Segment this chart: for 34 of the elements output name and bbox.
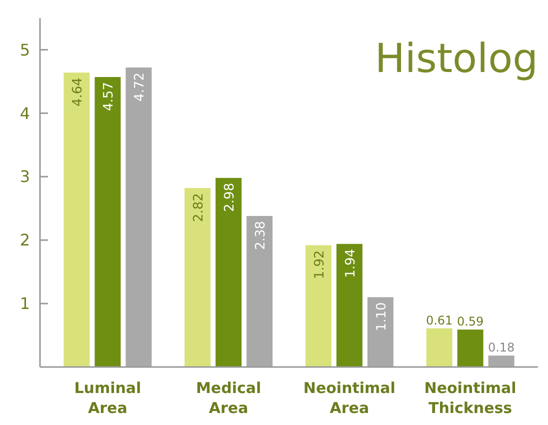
text: Histolog bbox=[374, 36, 538, 82]
y-tick-label: 2 bbox=[20, 230, 30, 250]
bar bbox=[246, 216, 273, 367]
bar bbox=[216, 178, 242, 367]
bar bbox=[305, 245, 332, 367]
bar bbox=[488, 356, 514, 367]
data-label: 1.94 bbox=[343, 248, 358, 278]
bar bbox=[64, 72, 90, 367]
data-label: 2.38 bbox=[254, 220, 269, 250]
y-tick-label: 4 bbox=[20, 104, 30, 123]
y-tick-label: 1 bbox=[20, 294, 30, 314]
x-tick-label: Luminal Area bbox=[74, 379, 142, 417]
data-label: 2.82 bbox=[192, 193, 207, 222]
data-label: 0.59 bbox=[456, 314, 484, 329]
data-label: 4.72 bbox=[132, 72, 148, 102]
bar bbox=[336, 244, 362, 367]
bar bbox=[426, 328, 452, 367]
bar bbox=[457, 330, 484, 367]
bar bbox=[126, 67, 152, 367]
data-label: 2.98 bbox=[222, 182, 238, 212]
data-label: 1.92 bbox=[312, 250, 328, 280]
x-tick-label: Neointimal Area bbox=[303, 379, 396, 417]
data-label: 1.10 bbox=[374, 302, 390, 332]
x-tick-label: Neointimal Thickness bbox=[424, 379, 516, 417]
y-tick-label: 5 bbox=[20, 40, 30, 60]
data-label: 4.64 bbox=[70, 78, 86, 107]
bar bbox=[184, 188, 211, 367]
y-tick-label: 3 bbox=[20, 167, 30, 186]
x-tick-label: Medical Area bbox=[196, 379, 262, 417]
data-label: 4.57 bbox=[102, 82, 117, 111]
bar bbox=[94, 77, 121, 367]
bar bbox=[367, 297, 394, 367]
data-label: 0.18 bbox=[488, 340, 515, 355]
data-label: 0.61 bbox=[426, 313, 453, 328]
